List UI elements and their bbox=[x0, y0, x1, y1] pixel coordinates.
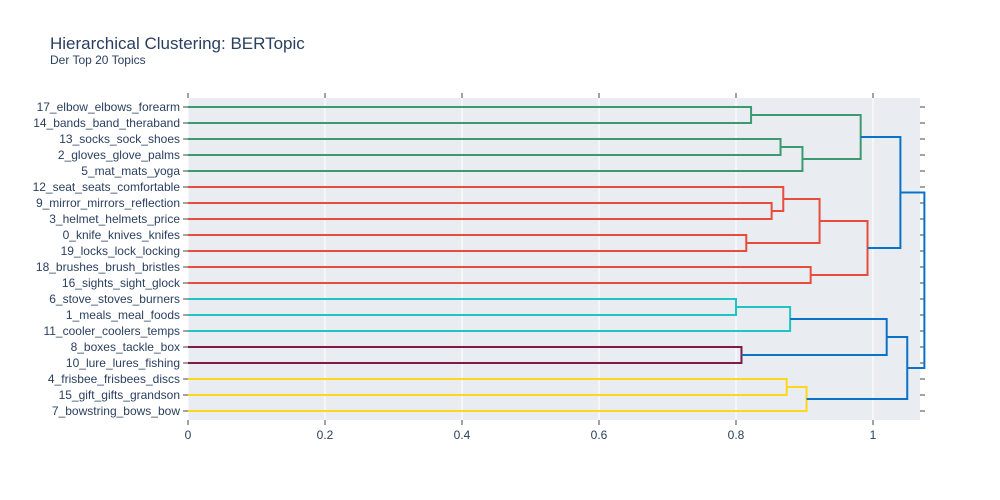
leaf-label: 15_gift_gifts_grandson bbox=[59, 388, 180, 402]
x-tick-label: 1 bbox=[870, 428, 877, 442]
leaf-label: 19_locks_lock_locking bbox=[61, 244, 180, 258]
leaf-label: 18_brushes_brush_bristles bbox=[36, 260, 180, 274]
plot-background bbox=[188, 98, 920, 420]
leaf-label: 13_socks_sock_shoes bbox=[59, 132, 180, 146]
leaf-label: 16_sights_sight_glock bbox=[62, 276, 181, 290]
leaf-label: 10_lure_lures_fishing bbox=[66, 356, 180, 370]
dendrogram-links bbox=[188, 106, 926, 412]
x-tick-label: 0.4 bbox=[454, 428, 471, 442]
leaf-label: 4_frisbee_frisbees_discs bbox=[48, 372, 180, 386]
leaf-label: 8_boxes_tackle_box bbox=[71, 340, 180, 354]
x-tick-label: 0.6 bbox=[591, 428, 608, 442]
leaf-label: 1_meals_meal_foods bbox=[66, 308, 180, 322]
chart-subtitle: Der Top 20 Topics bbox=[50, 53, 146, 67]
x-tick-labels: 0 0.2 0.4 0.6 0.8 1 bbox=[185, 428, 877, 442]
dendrogram-link bbox=[900, 191, 926, 369]
leaf-label: 0_knife_knives_knifes bbox=[63, 228, 180, 242]
leaf-label: 12_seat_seats_comfortable bbox=[33, 180, 181, 194]
leaf-label: 5_mat_mats_yoga bbox=[81, 164, 180, 178]
x-tick-label: 0 bbox=[185, 428, 192, 442]
leaf-labels: 17_elbow_elbows_forearm 14_bands_band_the… bbox=[33, 100, 181, 418]
leaf-label: 14_bands_band_theraband bbox=[33, 116, 180, 130]
leaf-label: 3_helmet_helmets_price bbox=[49, 212, 180, 226]
leaf-label: 6_stove_stoves_burners bbox=[49, 292, 180, 306]
chart-title: Hierarchical Clustering: BERTopic bbox=[50, 34, 305, 53]
leaf-label: 9_mirror_mirrors_reflection bbox=[36, 196, 180, 210]
x-tick-label: 0.2 bbox=[317, 428, 334, 442]
leaf-label: 11_cooler_coolers_temps bbox=[43, 324, 180, 338]
leaf-label: 17_elbow_elbows_forearm bbox=[37, 100, 180, 114]
x-tick-label: 0.8 bbox=[728, 428, 745, 442]
leaf-label: 2_gloves_glove_palms bbox=[58, 148, 180, 162]
x-grid bbox=[187, 93, 874, 425]
leaf-label: 7_bowstring_bows_bow bbox=[52, 404, 180, 418]
y-tick-marks bbox=[183, 106, 925, 412]
